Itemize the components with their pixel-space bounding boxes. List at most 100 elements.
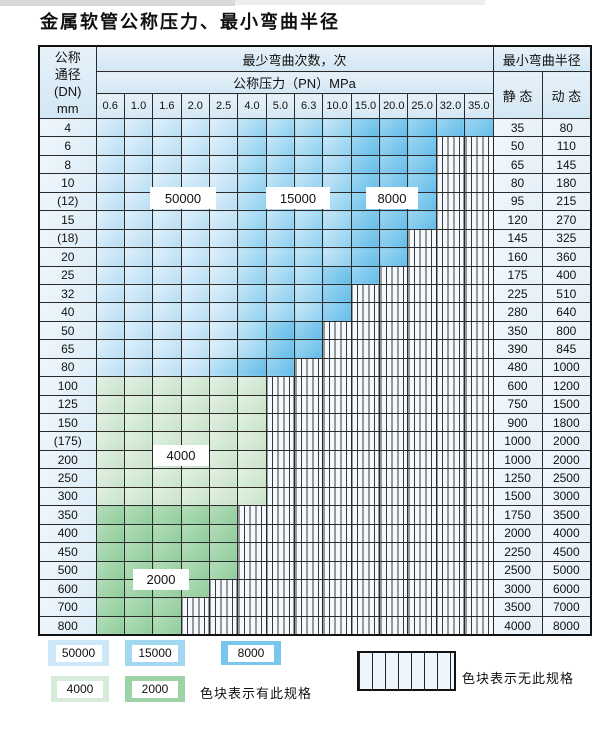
no-spec-cell (407, 431, 437, 451)
spec-cell-50000 (208, 154, 239, 175)
no-spec-cell (407, 486, 437, 507)
spec-cell-4000 (123, 449, 154, 470)
spec-cell-50000 (180, 302, 210, 322)
dn-header-line: mm (56, 100, 79, 116)
no-spec-cell (265, 412, 296, 433)
spec-cell-8000 (350, 117, 381, 138)
static-value: 35 (492, 117, 543, 138)
no-spec-cell (435, 560, 466, 580)
no-spec-cell (350, 357, 381, 378)
spec-cell-4000 (123, 486, 154, 507)
no-spec-cell (322, 560, 352, 580)
no-spec-cell (464, 597, 494, 617)
spec-cell-50000 (95, 154, 125, 175)
no-spec-cell (379, 265, 409, 285)
spec-cell-50000 (123, 117, 154, 138)
spec-cell-50000 (180, 357, 210, 378)
spec-cell-50000 (123, 154, 154, 175)
spec-cell-50000 (123, 283, 154, 304)
dynamic-value: 4500 (541, 542, 592, 562)
spec-table: 公称 通径 (DN) mm 最少弯曲次数，次 最小弯曲半径 公称压力（PN）MP… (38, 45, 593, 637)
static-value: 160 (492, 247, 543, 267)
no-spec-cell (294, 449, 324, 470)
no-spec-cell (265, 523, 296, 544)
no-spec-cell (350, 578, 381, 599)
no-spec-cell (435, 431, 466, 451)
spec-cell-50000 (95, 302, 125, 322)
spec-cell-2000 (208, 523, 239, 544)
spec-cell-50000 (95, 117, 125, 138)
spec-cell-4000 (180, 412, 210, 433)
no-spec-cell (379, 449, 409, 470)
spec-cell-2000 (95, 615, 125, 636)
no-spec-cell (464, 560, 494, 580)
dn-value: 4 (38, 117, 97, 138)
static-value: 145 (492, 228, 543, 249)
spec-cell-4000 (152, 376, 182, 396)
no-spec-cell (407, 228, 437, 249)
no-spec-cell (265, 542, 296, 562)
no-spec-cell (464, 486, 494, 507)
zone-label-50000: 50000 (150, 187, 216, 209)
spec-cell-2000 (208, 560, 239, 580)
dn-value: 200 (38, 449, 97, 470)
no-spec-cell (464, 173, 494, 193)
spec-cell-15000 (265, 136, 296, 156)
no-spec-cell (322, 449, 352, 470)
legend-swatch-label: 50000 (55, 644, 102, 662)
table-row: 800 4000 8000 (38, 615, 592, 636)
spec-cell-50000 (95, 265, 125, 285)
no-spec-cell (435, 486, 466, 507)
spec-cell-8000 (350, 247, 381, 267)
table-row: 200 1000 2000 (38, 449, 592, 470)
no-spec-cell (435, 154, 466, 175)
spec-cell-8000 (322, 265, 352, 285)
spec-cell-50000 (152, 339, 182, 359)
dn-value: 50 (38, 320, 97, 341)
table-row: 80 480 1000 (38, 357, 592, 378)
spec-cell-15000 (322, 247, 352, 267)
no-spec-cell (294, 357, 324, 378)
no-spec-cell (464, 339, 494, 359)
no-spec-cell (294, 486, 324, 507)
static-value: 1500 (492, 486, 543, 507)
no-spec-cell (350, 283, 381, 304)
spec-cell-2000 (152, 505, 182, 525)
spec-cell-15000 (237, 210, 267, 230)
no-spec-cell (407, 449, 437, 470)
spec-cell-15000 (237, 117, 267, 138)
spec-cell-50000 (208, 320, 239, 341)
spec-cell-8000 (435, 117, 466, 138)
table-row: 600 3000 6000 (38, 578, 592, 599)
dn-value: 10 (38, 173, 97, 193)
no-spec-cell (435, 191, 466, 212)
spec-cell-15000 (294, 247, 324, 267)
no-spec-cell (379, 394, 409, 415)
static-value: 2000 (492, 523, 543, 544)
spec-cell-2000 (180, 505, 210, 525)
no-spec-cell (435, 136, 466, 156)
no-spec-cell (407, 523, 437, 544)
spec-cell-50000 (95, 247, 125, 267)
pressure-col-header: 0.6 (95, 93, 125, 119)
no-spec-cell (435, 320, 466, 341)
no-spec-cell (294, 542, 324, 562)
dynamic-value: 1000 (541, 357, 592, 378)
no-spec-cell (435, 173, 466, 193)
dn-value: 500 (38, 560, 97, 580)
dynamic-value: 400 (541, 265, 592, 285)
no-spec-cell (322, 320, 352, 341)
no-spec-cell (407, 339, 437, 359)
no-spec-cell (265, 560, 296, 580)
table-row: 150 900 1800 (38, 412, 592, 433)
dynamic-value: 215 (541, 191, 592, 212)
no-spec-cell (294, 505, 324, 525)
no-spec-cell (294, 578, 324, 599)
spec-cell-2000 (123, 597, 154, 617)
no-spec-cell (322, 542, 352, 562)
no-spec-cell (464, 578, 494, 599)
spec-cell-2000 (95, 505, 125, 525)
spec-cell-50000 (208, 136, 239, 156)
spec-cell-4000 (123, 376, 154, 396)
no-spec-cell (350, 320, 381, 341)
